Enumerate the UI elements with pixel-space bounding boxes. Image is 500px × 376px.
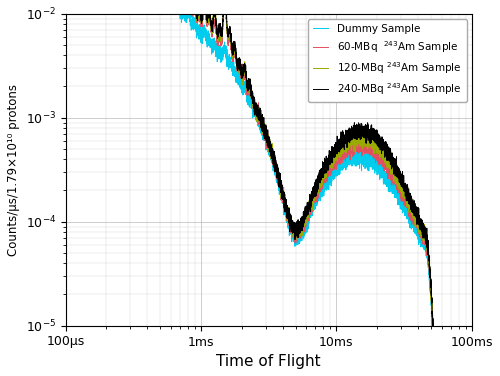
240-MBq $^{243}$Am Sample: [210, 21, 216, 26]
240-MBq $^{243}$Am Sample: [386, 150, 392, 155]
240-MBq $^{243}$Am Sample: [303, 214, 309, 218]
Dummy Sample: [364, 161, 370, 166]
Dummy Sample: [210, 45, 216, 50]
Line: 60-MBq  $^{243}$Am Sample: 60-MBq $^{243}$Am Sample: [66, 0, 472, 357]
120-MBq $^{243}$Am Sample: [364, 138, 370, 143]
60-MBq  $^{243}$Am Sample: [469, 355, 475, 359]
240-MBq $^{243}$Am Sample: [469, 355, 475, 359]
120-MBq $^{243}$Am Sample: [386, 159, 392, 163]
240-MBq $^{243}$Am Sample: [431, 355, 437, 359]
Line: 240-MBq $^{243}$Am Sample: 240-MBq $^{243}$Am Sample: [66, 0, 472, 357]
120-MBq $^{243}$Am Sample: [210, 23, 216, 27]
120-MBq $^{243}$Am Sample: [431, 355, 437, 359]
Legend: Dummy Sample, 60-MBq  $^{243}$Am Sample, 120-MBq $^{243}$Am Sample, 240-MBq $^{2: Dummy Sample, 60-MBq $^{243}$Am Sample, …: [308, 19, 466, 102]
60-MBq  $^{243}$Am Sample: [386, 170, 392, 175]
120-MBq $^{243}$Am Sample: [469, 355, 475, 359]
60-MBq  $^{243}$Am Sample: [364, 139, 370, 144]
Dummy Sample: [320, 185, 326, 190]
120-MBq $^{243}$Am Sample: [303, 218, 309, 222]
120-MBq $^{243}$Am Sample: [320, 164, 326, 168]
Dummy Sample: [431, 355, 437, 359]
60-MBq  $^{243}$Am Sample: [431, 355, 437, 359]
60-MBq  $^{243}$Am Sample: [303, 215, 309, 220]
240-MBq $^{243}$Am Sample: [320, 169, 326, 174]
Dummy Sample: [303, 219, 309, 224]
240-MBq $^{243}$Am Sample: [364, 135, 370, 139]
Line: 120-MBq $^{243}$Am Sample: 120-MBq $^{243}$Am Sample: [66, 0, 472, 357]
Dummy Sample: [469, 355, 475, 359]
60-MBq  $^{243}$Am Sample: [210, 29, 216, 33]
Line: Dummy Sample: Dummy Sample: [66, 0, 472, 357]
Y-axis label: Counts/μs/1.79×10¹⁰ protons: Counts/μs/1.79×10¹⁰ protons: [7, 84, 20, 256]
60-MBq  $^{243}$Am Sample: [320, 176, 326, 181]
X-axis label: Time of Flight: Time of Flight: [216, 354, 321, 369]
Dummy Sample: [386, 187, 392, 192]
